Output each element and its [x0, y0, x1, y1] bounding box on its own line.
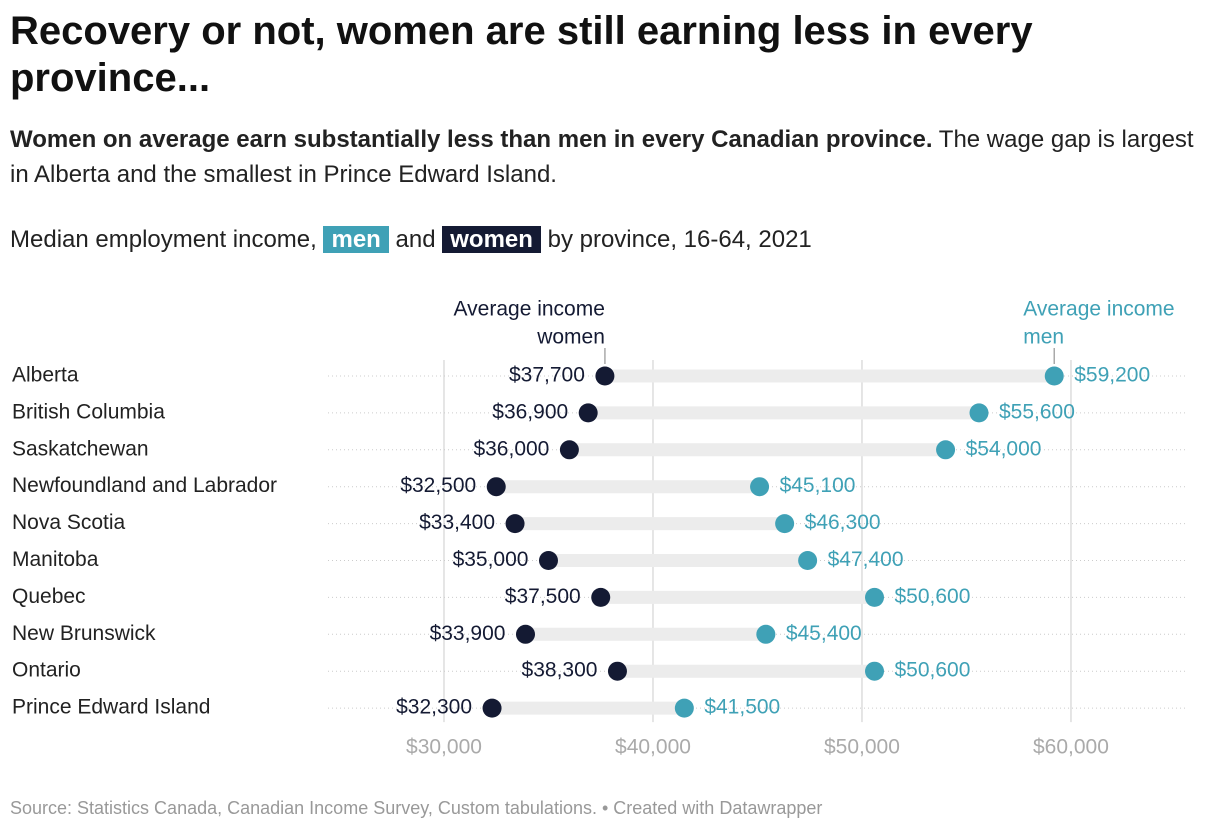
category-label: Saskatchewan	[12, 437, 149, 460]
subtitle: Women on average earn substantially less…	[10, 122, 1210, 192]
value-label: $37,700	[509, 364, 585, 387]
category-label: Newfoundland and Labrador	[12, 474, 277, 497]
women-dot	[591, 587, 611, 607]
annotation: Average income	[454, 298, 605, 321]
value-label: $32,500	[400, 474, 476, 497]
women-dot	[559, 440, 579, 460]
category-label: British Columbia	[12, 400, 165, 423]
men-dot	[798, 551, 818, 570]
subtitle-text: The wage gap is largest in Alberta and t…	[10, 126, 1194, 188]
x-tick-label: $30,000	[406, 736, 482, 759]
description-joiner: and	[395, 226, 436, 253]
value-label: $36,900	[492, 400, 568, 423]
description: Median employment income, men and women …	[10, 222, 1210, 257]
value-label: $59,200	[1074, 364, 1150, 387]
annotation: Average income	[1023, 298, 1174, 321]
value-label: $50,600	[895, 659, 971, 682]
annotation: women	[536, 326, 605, 349]
value-label: $37,500	[505, 585, 581, 608]
category-label: Ontario	[12, 659, 81, 682]
men-dot	[865, 587, 885, 607]
women-dot	[482, 698, 502, 718]
description-suffix: by province, 16-64, 2021	[547, 226, 812, 253]
men-dot	[969, 403, 989, 423]
category-label: Prince Edward Island	[12, 696, 210, 719]
x-tick-label: $50,000	[824, 736, 900, 759]
value-label: $45,100	[780, 474, 856, 497]
legend-entry: women	[442, 226, 541, 253]
category-label: Nova Scotia	[12, 511, 126, 534]
women-dot	[595, 366, 615, 386]
value-label: $55,600	[999, 400, 1075, 423]
category-label: Manitoba	[12, 548, 99, 571]
women-dot	[607, 661, 627, 681]
women-dot	[515, 624, 535, 644]
value-label: $32,300	[396, 696, 472, 719]
men-dot	[775, 514, 795, 534]
value-label: $41,500	[704, 696, 780, 719]
value-label: $33,900	[430, 622, 506, 645]
men-dot	[1044, 366, 1064, 386]
men-dot	[756, 624, 776, 644]
header: Recovery or not, women are still earning…	[10, 8, 1210, 257]
women-dot	[505, 514, 525, 534]
value-label: $38,300	[522, 659, 598, 682]
men-dot	[750, 477, 770, 497]
value-label: $46,300	[805, 511, 881, 534]
x-tick-label: $40,000	[615, 736, 691, 759]
annotation: men	[1023, 326, 1064, 349]
men-dot	[674, 698, 694, 718]
category-label: Alberta	[12, 364, 79, 387]
category-label: New Brunswick	[12, 622, 156, 645]
subtitle-bold: Women on average earn substantially less…	[10, 126, 933, 153]
value-label: $35,000	[453, 548, 529, 571]
chart-title: Recovery or not, women are still earning…	[10, 9, 1033, 100]
women-dot	[538, 551, 558, 570]
value-label: $36,000	[473, 437, 549, 460]
legend-entry: men	[323, 226, 389, 253]
value-label: $54,000	[966, 437, 1042, 460]
source: Source: Statistics Canada, Canadian Inco…	[10, 798, 823, 818]
category-label: Quebec	[12, 585, 86, 608]
value-label: $33,400	[419, 511, 495, 534]
value-label: $47,400	[828, 548, 904, 571]
women-dot	[486, 477, 506, 497]
men-dot	[865, 661, 885, 681]
value-label: $45,400	[786, 622, 862, 645]
women-dot	[578, 403, 598, 423]
x-tick-label: $60,000	[1033, 736, 1109, 759]
value-label: $50,600	[895, 585, 971, 608]
men-dot	[936, 440, 956, 460]
description-prefix: Median employment income,	[10, 226, 317, 253]
